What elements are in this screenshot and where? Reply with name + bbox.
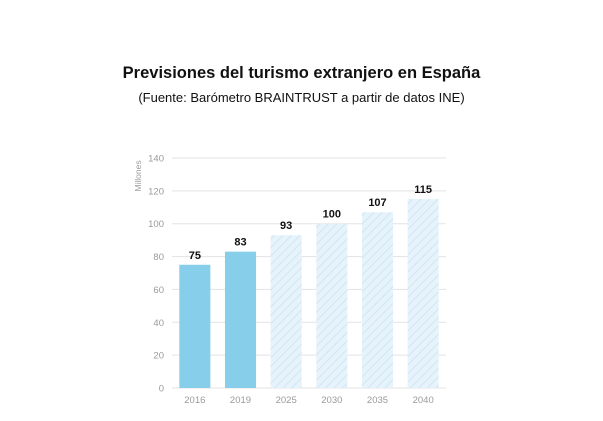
x-tick-label-2040: 2040 bbox=[413, 395, 434, 406]
y-tick-label-140: 140 bbox=[148, 154, 164, 165]
x-tick-label-2030: 2030 bbox=[321, 395, 342, 406]
x-tick-label-2016: 2016 bbox=[184, 395, 205, 406]
bar-2035 bbox=[361, 212, 394, 388]
data-label-2016: 75 bbox=[189, 250, 201, 262]
y-tick-label-60: 60 bbox=[153, 285, 164, 296]
data-label-2035: 107 bbox=[368, 197, 386, 209]
y-axis-title: Millones bbox=[133, 160, 143, 191]
bar-2025 bbox=[270, 235, 302, 388]
y-tick-label-0: 0 bbox=[159, 384, 164, 395]
y-tick-label-80: 80 bbox=[153, 252, 164, 263]
data-label-2040: 115 bbox=[414, 184, 432, 196]
y-tick-label-100: 100 bbox=[148, 219, 164, 230]
bar-layer bbox=[179, 199, 439, 388]
label-layer: 75 83 93 100 107 115 bbox=[189, 184, 432, 262]
bar-2016 bbox=[179, 264, 211, 388]
bar-2030 bbox=[316, 223, 348, 388]
data-label-2025: 93 bbox=[280, 220, 292, 232]
data-label-2019: 83 bbox=[234, 237, 246, 249]
data-label-2030: 100 bbox=[323, 209, 341, 221]
chart-subtitle: (Fuente: Barómetro BRAINTRUST a partir d… bbox=[138, 90, 465, 105]
bar-2019 bbox=[224, 251, 257, 388]
x-tick-label-2019: 2019 bbox=[230, 395, 251, 406]
y-tick-label-40: 40 bbox=[153, 318, 164, 329]
y-tick-label-20: 20 bbox=[153, 351, 164, 362]
bar-2040 bbox=[407, 199, 439, 388]
y-tick-label-120: 120 bbox=[148, 186, 164, 197]
grid-layer bbox=[172, 157, 446, 389]
x-tick-label-2025: 2025 bbox=[276, 395, 297, 406]
x-tick-label-2035: 2035 bbox=[367, 395, 388, 406]
chart-title: Previsiones del turismo extranjero en Es… bbox=[122, 64, 481, 82]
